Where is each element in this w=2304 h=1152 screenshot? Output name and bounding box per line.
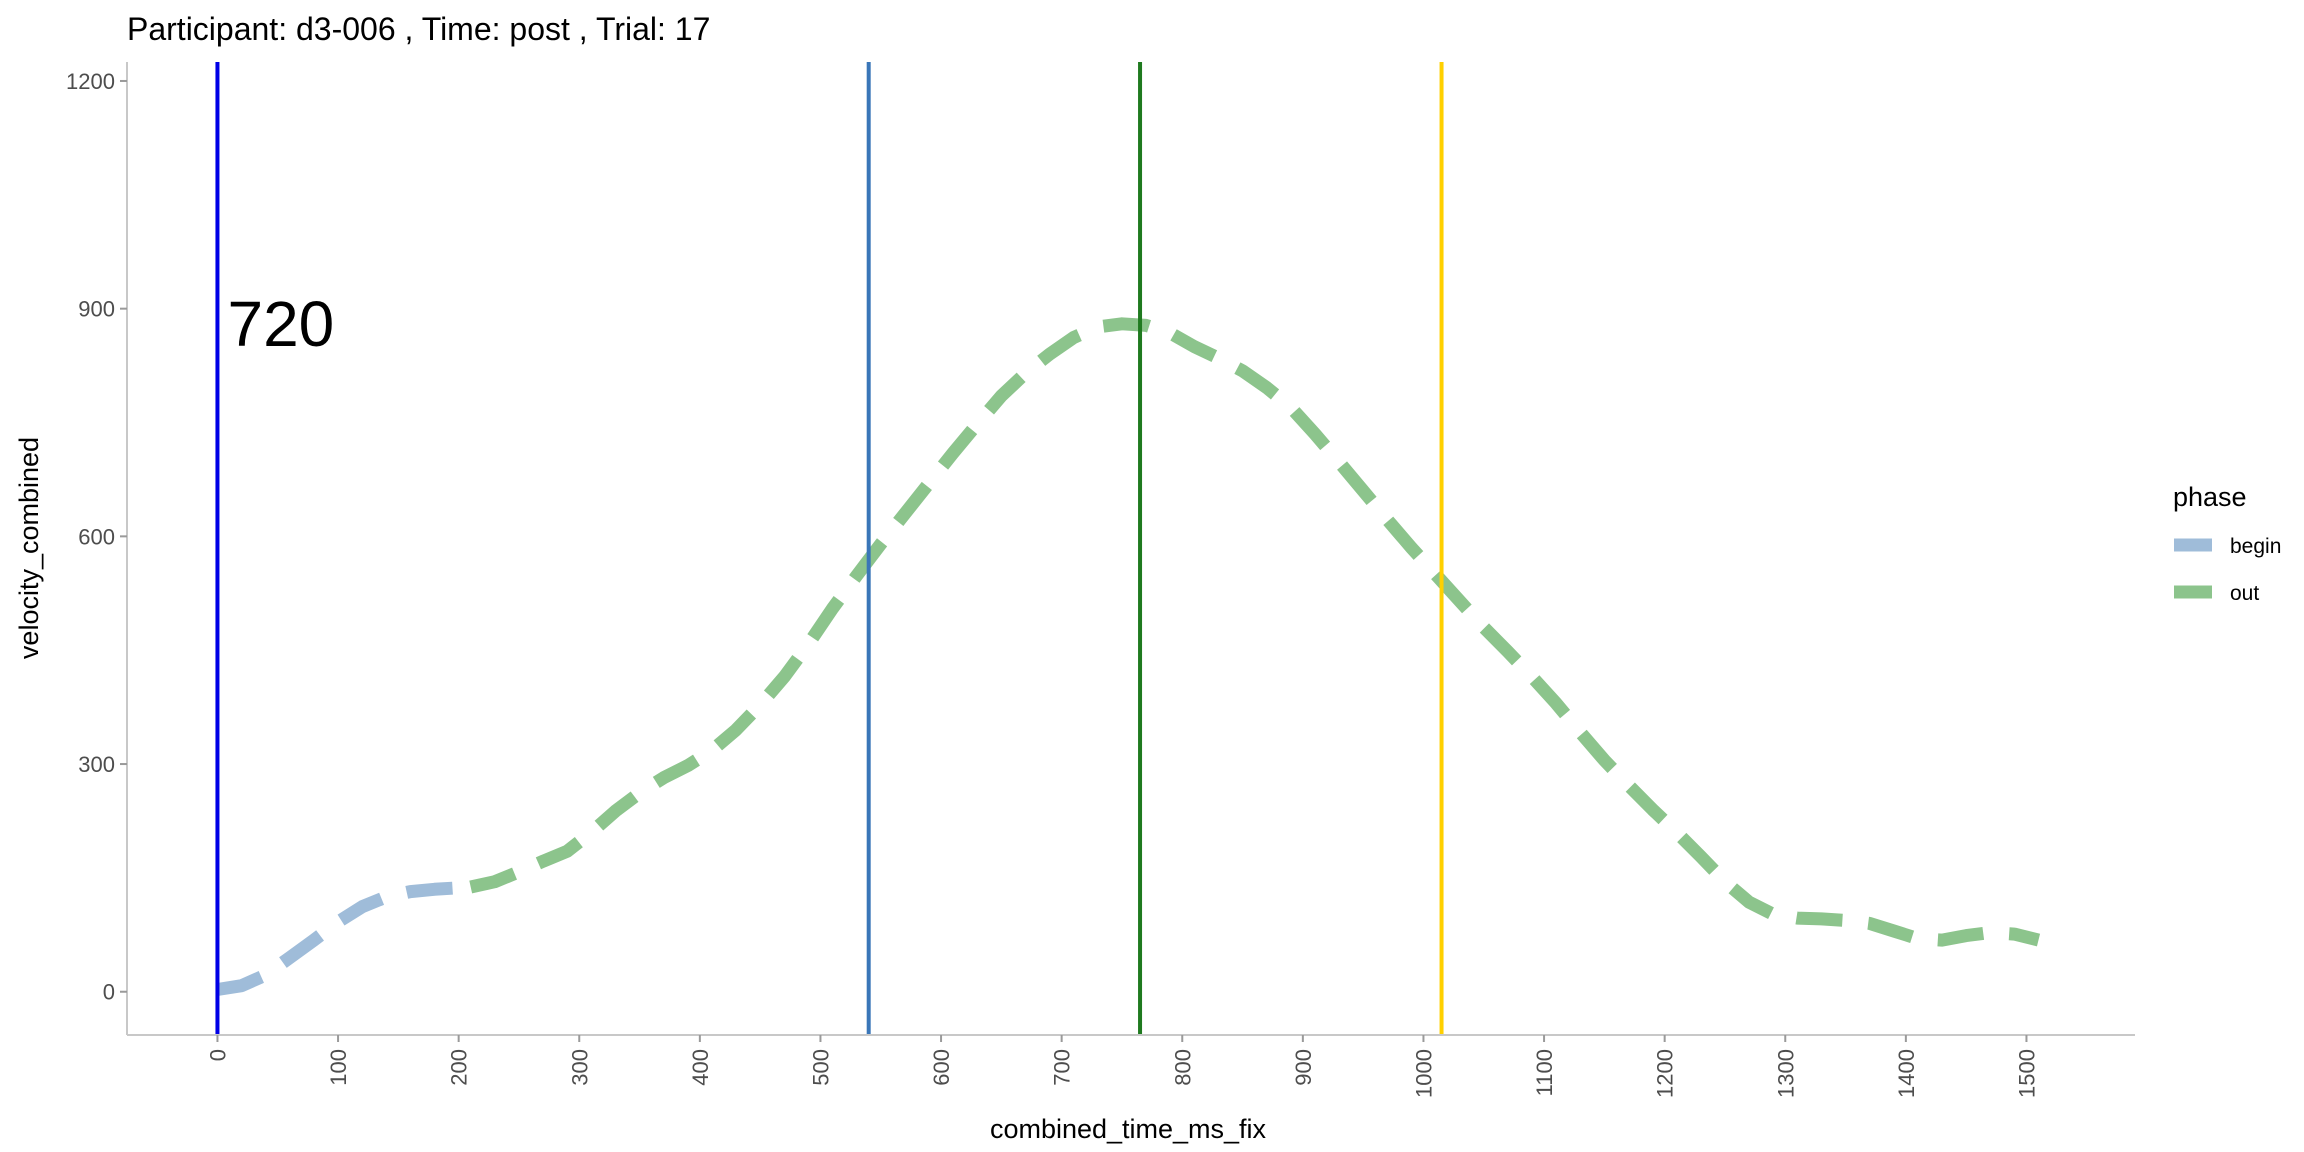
y-tick-label: 300 xyxy=(78,752,115,777)
y-axis-title: velocity_combined xyxy=(14,437,44,659)
x-tick-label: 200 xyxy=(447,1049,472,1086)
x-tick-label: 1100 xyxy=(1532,1049,1557,1096)
x-tick-label: 1400 xyxy=(1894,1049,1919,1098)
x-tick-label: 700 xyxy=(1050,1049,1075,1086)
legend-label-begin: begin xyxy=(2230,535,2281,558)
x-axis: 0 100 200 300 400 500 600 700 800 900 1000 1100 1200… xyxy=(127,1034,2135,1098)
y-tick-label: 0 xyxy=(103,980,115,1005)
x-tick-label: 300 xyxy=(567,1049,592,1086)
plot-area: 720 xyxy=(215,62,2041,1035)
legend: phase begin out xyxy=(2173,482,2281,605)
series-line-out xyxy=(469,317,2041,947)
y-tick-label: 1200 xyxy=(66,69,115,94)
x-tick-label: 900 xyxy=(1291,1049,1316,1086)
x-tick-label: 400 xyxy=(688,1049,713,1086)
y-axis: 0 300 600 900 1200 xyxy=(66,62,128,1035)
x-tick-label: 1000 xyxy=(1411,1049,1436,1098)
chart-title: Participant: d3-006 , Time: post , Trial… xyxy=(127,11,710,47)
x-tick-label: 1200 xyxy=(1653,1049,1678,1098)
y-tick-label: 900 xyxy=(78,297,115,322)
x-tick-label: 0 xyxy=(205,1049,230,1061)
x-tick-label: 1500 xyxy=(2014,1049,2039,1098)
x-axis-title: combined_time_ms_fix xyxy=(990,1114,1267,1144)
legend-title: phase xyxy=(2173,482,2247,512)
legend-label-out: out xyxy=(2230,582,2259,605)
x-tick-label: 600 xyxy=(929,1049,954,1086)
x-tick-label: 500 xyxy=(808,1049,833,1086)
y-tick-label: 600 xyxy=(78,524,115,549)
annotation-label: 720 xyxy=(227,288,334,360)
x-tick-label: 800 xyxy=(1170,1049,1195,1086)
x-tick-label: 100 xyxy=(326,1049,351,1086)
series-line-begin xyxy=(216,880,472,996)
x-tick-label: 1300 xyxy=(1773,1049,1798,1098)
